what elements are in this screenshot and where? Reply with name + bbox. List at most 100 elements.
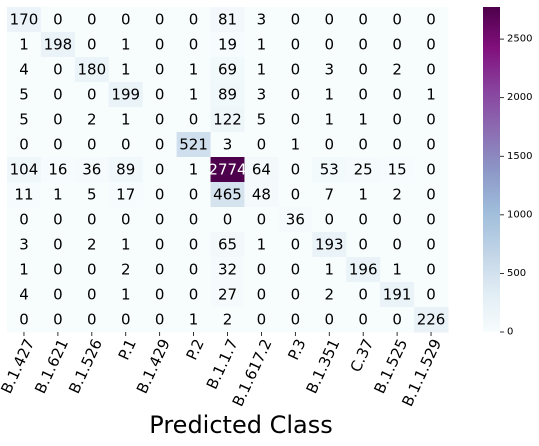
cell-value: 1 — [257, 61, 267, 79]
heatmap-cell — [40, 132, 76, 158]
heatmap-cell — [176, 282, 212, 308]
cell-value: 25 — [354, 161, 373, 179]
cell-value: 0 — [155, 36, 165, 54]
heatmap-cell — [142, 307, 178, 333]
heatmap-cell — [346, 207, 381, 233]
heatmap-cell — [74, 157, 110, 183]
cell-value: 465 — [213, 186, 242, 204]
heatmap-cell — [244, 232, 279, 258]
heatmap-cell — [7, 257, 42, 283]
heatmap-cell — [74, 182, 110, 208]
heatmap-cell — [346, 232, 381, 258]
cell-value: 0 — [358, 61, 368, 79]
cell-value: 0 — [53, 261, 63, 279]
heatmap-cell — [176, 107, 212, 133]
heatmap-cell — [278, 282, 313, 308]
cell-value: 0 — [426, 36, 436, 54]
heatmap-cell — [414, 232, 449, 258]
cell-value: 5 — [257, 111, 267, 129]
cell-value: 0 — [426, 136, 436, 154]
heatmap-cell — [380, 257, 415, 283]
cell-value: 1 — [19, 36, 29, 54]
heatmap-cell — [244, 132, 279, 158]
cell-value: 36 — [82, 161, 101, 179]
cell-value: 1 — [257, 36, 267, 54]
heatmap-cell — [346, 257, 381, 283]
heatmap-cell — [142, 207, 178, 233]
cell-value: 0 — [291, 36, 301, 54]
cell-value: 0 — [155, 236, 165, 254]
heatmap-cell — [7, 57, 42, 83]
cell-value: 0 — [426, 211, 436, 229]
heatmap-cell — [74, 232, 110, 258]
cell-value: 0 — [392, 111, 402, 129]
colorbar-tick-label: 2500 — [507, 34, 532, 45]
heatmap-cell — [278, 207, 313, 233]
cell-value: 1 — [324, 261, 334, 279]
heatmap-cell — [414, 257, 449, 283]
heatmap-cell — [176, 132, 212, 158]
heatmap-cell — [244, 207, 279, 233]
heatmap-cell — [142, 32, 178, 58]
cell-value: 0 — [291, 161, 301, 179]
cell-value: 0 — [87, 261, 97, 279]
heatmap-cell — [74, 7, 110, 33]
cell-value: 1 — [358, 186, 368, 204]
cell-value: 7 — [324, 186, 334, 204]
heatmap-cell — [278, 82, 313, 108]
x-axis-label: Predicted Class — [149, 411, 332, 439]
heatmap-cell — [210, 257, 245, 283]
heatmap-cell — [210, 107, 245, 133]
cell-value: 0 — [358, 136, 368, 154]
heatmap-cell — [210, 307, 245, 333]
heatmap-cell — [210, 32, 245, 58]
heatmap-cell — [142, 57, 178, 83]
heatmap-cell — [40, 282, 76, 308]
heatmap-cell — [244, 57, 279, 83]
cell-value: 1 — [324, 86, 334, 104]
heatmap-cell — [346, 57, 381, 83]
heatmap-cell — [108, 132, 144, 158]
heatmap-cell — [210, 82, 245, 108]
cell-value: 0 — [392, 211, 402, 229]
heatmap-cell — [7, 182, 42, 208]
heatmap-cell — [414, 82, 449, 108]
heatmap-cell — [380, 307, 415, 333]
cell-value: 0 — [155, 11, 165, 29]
cell-value: 0 — [392, 136, 402, 154]
cell-value: 2 — [223, 311, 233, 329]
heatmap-cell — [346, 7, 381, 33]
cell-value: 0 — [358, 11, 368, 29]
heatmap-cell — [244, 182, 279, 208]
cell-value: 0 — [189, 36, 199, 54]
cell-value: 0 — [87, 136, 97, 154]
heatmap-cell — [40, 232, 76, 258]
heatmap-cell — [414, 182, 449, 208]
heatmap-cell — [244, 32, 279, 58]
colorbar: 0 500 1000 1500 2000 2500 — [483, 7, 532, 338]
heatmap-cell — [40, 82, 76, 108]
heatmap-cell — [142, 107, 178, 133]
cell-value: 193 — [315, 236, 344, 254]
cell-value: 0 — [324, 11, 334, 29]
cell-value: 1 — [53, 186, 63, 204]
cell-value: 521 — [179, 136, 208, 154]
cell-value: 2 — [87, 236, 97, 254]
heatmap-cell — [74, 57, 110, 83]
cell-value: 2 — [392, 61, 402, 79]
heatmap-cell — [142, 7, 178, 33]
heatmap-cell — [380, 157, 415, 183]
heatmap-cell — [7, 132, 42, 158]
cell-value: 0 — [392, 86, 402, 104]
cell-value: 2 — [324, 286, 334, 304]
heatmap-cell — [312, 32, 347, 58]
heatmap-cell — [210, 132, 245, 158]
heatmap-cell — [108, 232, 144, 258]
cell-value: 0 — [189, 111, 199, 129]
x-tick-label: P.1 — [115, 336, 140, 363]
cell-value: 0 — [53, 61, 63, 79]
cell-value: 0 — [291, 311, 301, 329]
heatmap-cell — [142, 82, 178, 108]
cell-value: 0 — [324, 136, 334, 154]
